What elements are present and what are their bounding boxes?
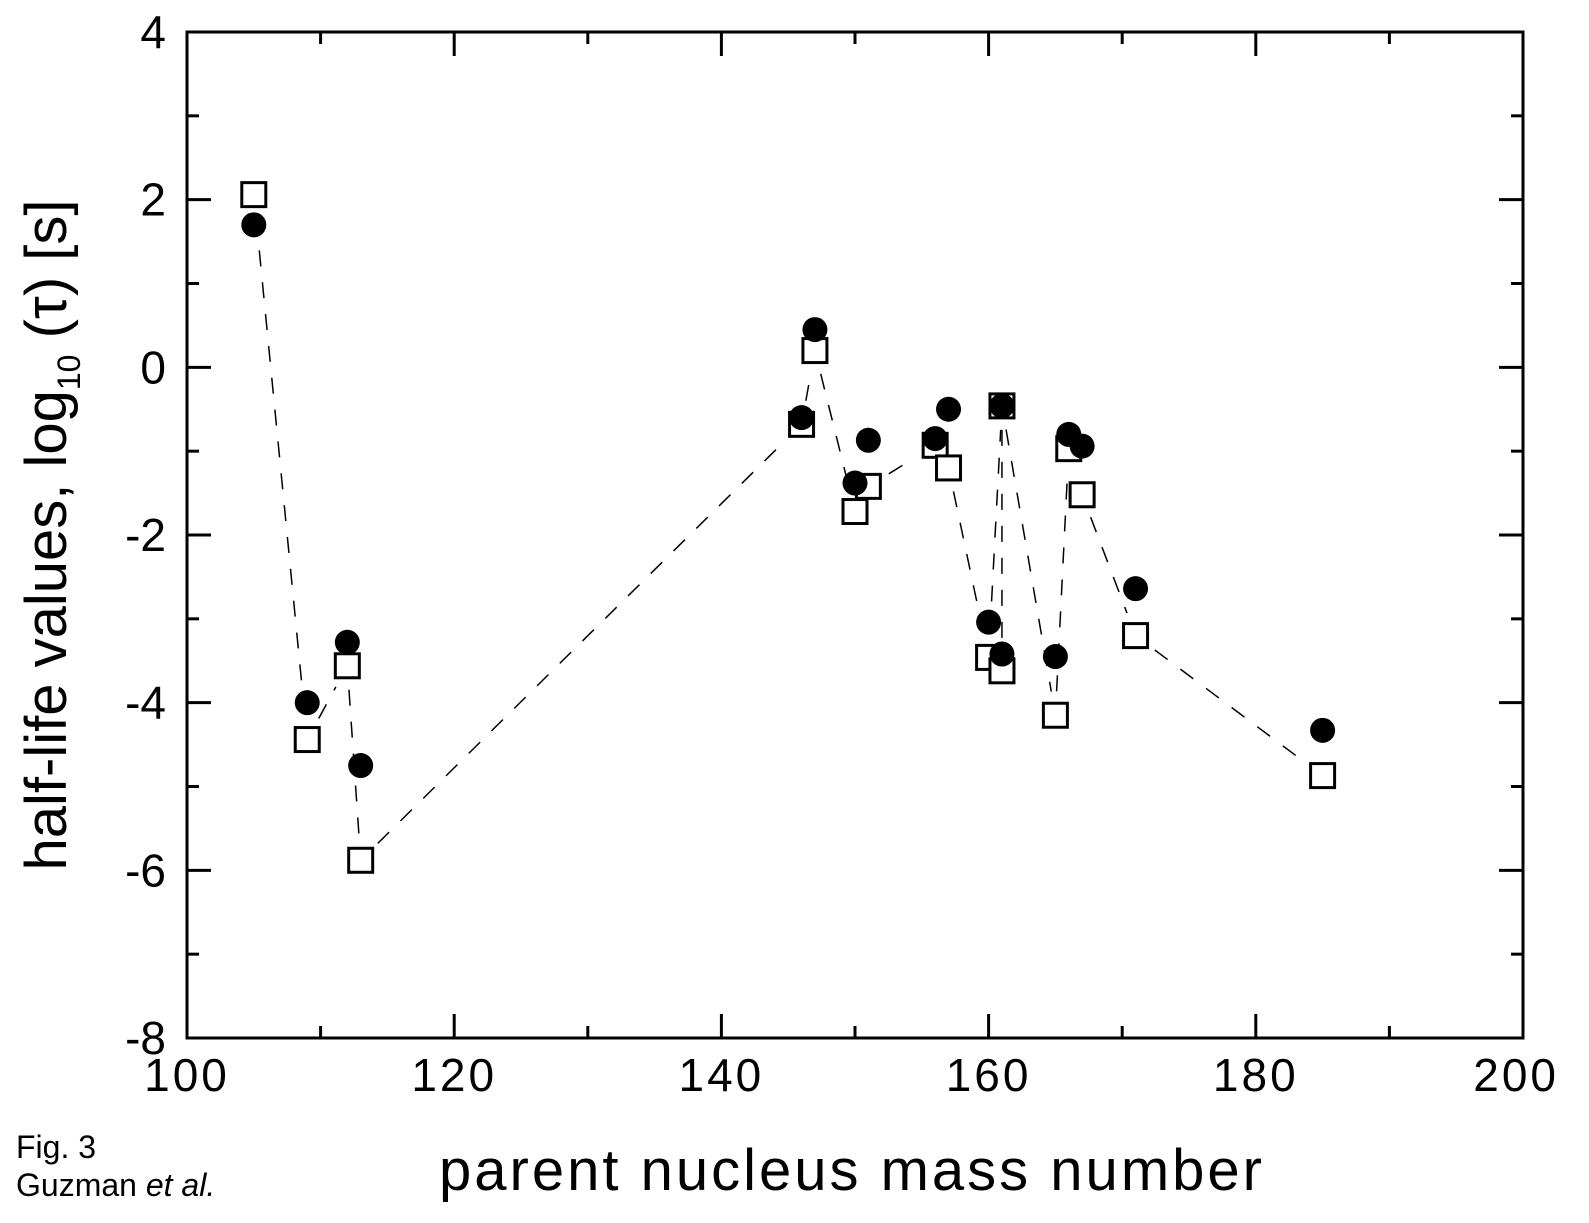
y-axis-title-main: half-life values, log — [14, 390, 79, 870]
open-square-point — [293, 726, 321, 754]
filled-circle-point — [789, 405, 815, 431]
y-tick-label: -8 — [125, 1012, 166, 1064]
filled-circle-point — [855, 427, 881, 453]
open-square-point — [240, 181, 268, 209]
x-tick-label: 120 — [411, 1049, 497, 1101]
filled-circle-point — [1042, 644, 1068, 670]
figure-authors: Guzman et al. — [16, 1166, 215, 1204]
connector-line — [1154, 649, 1304, 762]
axis-tick-labels: 100 120 140 160 180 200 -8 -6 -4 -2 0 2 4 — [125, 6, 1559, 1101]
connector-line — [819, 373, 850, 489]
connector-line — [377, 440, 786, 844]
filled-circle-point — [1310, 717, 1336, 743]
y-axis-title: half-life values, log10 (τ) [s] — [14, 200, 87, 871]
filled-circle-point — [976, 609, 1002, 635]
open-square-point — [801, 337, 829, 365]
axis-ticks — [185, 30, 1525, 1040]
y-tick-label: 0 — [140, 341, 166, 393]
open-square-point — [1122, 622, 1150, 650]
figure-caption: Fig. 3 Guzman et al. — [16, 1128, 215, 1204]
filled-circle-point — [989, 641, 1015, 667]
connector-line — [989, 429, 1002, 634]
filled-circle-point — [802, 317, 828, 343]
filled-circle-point — [334, 629, 360, 655]
open-square-point — [347, 846, 375, 874]
author-etal: et al. — [145, 1167, 216, 1203]
filled-circle-point — [922, 426, 948, 452]
filled-circle-point — [241, 212, 267, 238]
connector-line — [805, 374, 812, 401]
connector-line — [888, 457, 916, 475]
filled-circle-point — [989, 393, 1015, 419]
figure-number: Fig. 3 — [16, 1129, 97, 1165]
filled-circle-point — [1123, 576, 1149, 602]
y-tick-label: -4 — [125, 677, 166, 729]
y-tick-label: -6 — [125, 844, 166, 896]
connector-line — [1089, 516, 1128, 614]
open-square-point — [1068, 481, 1096, 509]
x-tick-label: 180 — [1213, 1049, 1299, 1101]
filled-circle-point — [294, 690, 320, 716]
open-square-point — [935, 454, 963, 482]
open-square-point — [333, 652, 361, 680]
filled-circle-point — [348, 753, 374, 779]
open-square-point — [1309, 762, 1337, 790]
connector-line — [1005, 429, 1053, 692]
y-tick-label: 4 — [140, 6, 166, 58]
connector-line — [255, 218, 306, 716]
filled-circle-point — [842, 470, 868, 496]
filled-circle-point — [1069, 433, 1095, 459]
plot-frame — [185, 30, 1525, 1040]
dashed-connectors — [255, 218, 1304, 844]
y-tick-label: -2 — [125, 509, 166, 561]
x-tick-label: 160 — [946, 1049, 1032, 1101]
x-tick-label: 100 — [144, 1049, 230, 1101]
connector-line — [952, 491, 985, 635]
y-axis-title-subscript: 10 — [51, 355, 87, 391]
x-tick-label: 140 — [679, 1049, 765, 1101]
connector-line — [318, 686, 337, 719]
data-markers — [240, 181, 1337, 874]
x-tick-label: 200 — [1473, 1049, 1559, 1101]
filled-circle-point — [936, 396, 962, 422]
open-square-point — [841, 498, 869, 526]
open-square-point — [1041, 701, 1069, 729]
author-name: Guzman — [16, 1167, 137, 1203]
y-axis-title-tail: (τ) [s] — [14, 200, 79, 355]
y-tick-label: 2 — [140, 174, 166, 226]
x-axis-title: parent nucleus mass number — [439, 1138, 1265, 1203]
